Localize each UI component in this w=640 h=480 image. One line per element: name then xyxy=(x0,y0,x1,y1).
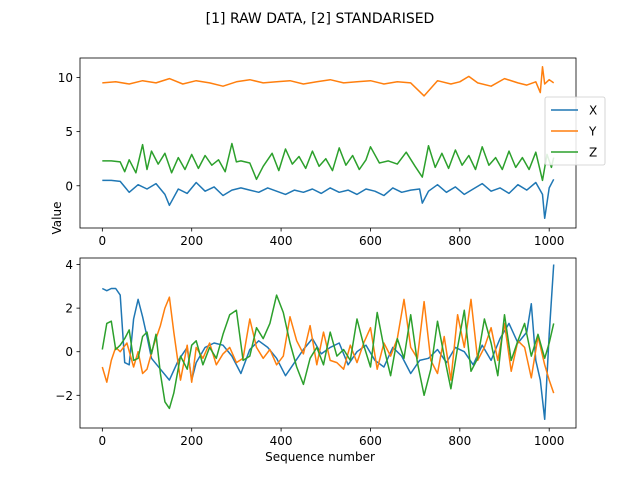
bottom-y-tick-label: 0 xyxy=(65,345,73,359)
x-axis-label: Sequence number xyxy=(265,450,375,464)
bottom-x-tick-label: 200 xyxy=(180,434,203,448)
top-x-tick-label: 1000 xyxy=(534,234,565,248)
y-axis-label: Value xyxy=(50,202,64,235)
bottom-plot-area xyxy=(101,264,555,421)
legend-label-y: Y xyxy=(588,125,597,139)
legend-label-x: X xyxy=(589,104,597,118)
bottom-x-tick-label: 0 xyxy=(99,434,107,448)
top-x-tick-label: 200 xyxy=(180,234,203,248)
bottom-x-tick-label: 400 xyxy=(270,434,293,448)
bottom-x-axis: 0 200 400 600 800 1000 xyxy=(99,428,565,448)
top-y-tick-label: 10 xyxy=(58,71,73,85)
bottom-y-axis: −2 0 2 4 xyxy=(55,258,80,403)
figure-title: [1] RAW DATA, [2] STANDARISED xyxy=(206,11,435,27)
legend-label-z: Z xyxy=(589,146,597,160)
bottom-y-tick-label: 4 xyxy=(65,258,73,272)
top-x-tick-label: 800 xyxy=(448,234,471,248)
top-series-line-x xyxy=(102,178,555,220)
top-y-tick-label: 0 xyxy=(65,179,73,193)
top-x-tick-label: 0 xyxy=(99,234,107,248)
top-x-tick-label: 600 xyxy=(359,234,382,248)
top-panel: 0 200 400 600 800 1000 0 5 10 Value xyxy=(50,57,577,248)
top-x-tick-label: 400 xyxy=(270,234,293,248)
top-y-tick-label: 5 xyxy=(65,125,73,139)
top-plot-area xyxy=(102,65,555,220)
top-series-line-z xyxy=(102,142,555,182)
bottom-panel: 0 200 400 600 800 1000 −2 0 2 4 Sequence number xyxy=(55,257,577,464)
top-x-axis: 0 200 400 600 800 1000 xyxy=(99,228,565,248)
top-series-line-y xyxy=(102,65,555,97)
bottom-x-tick-label: 1000 xyxy=(534,434,565,448)
bottom-axes-frame xyxy=(79,257,577,429)
bottom-y-tick-label: 2 xyxy=(65,302,73,316)
bottom-x-tick-label: 800 xyxy=(448,434,471,448)
bottom-y-tick-label: −2 xyxy=(55,389,73,403)
legend: XYZ xyxy=(544,96,606,166)
top-y-axis: 0 5 10 xyxy=(58,71,80,193)
bottom-x-tick-label: 600 xyxy=(359,434,382,448)
bottom-series-line-z xyxy=(101,294,555,410)
bottom-series-line-y xyxy=(101,296,555,394)
